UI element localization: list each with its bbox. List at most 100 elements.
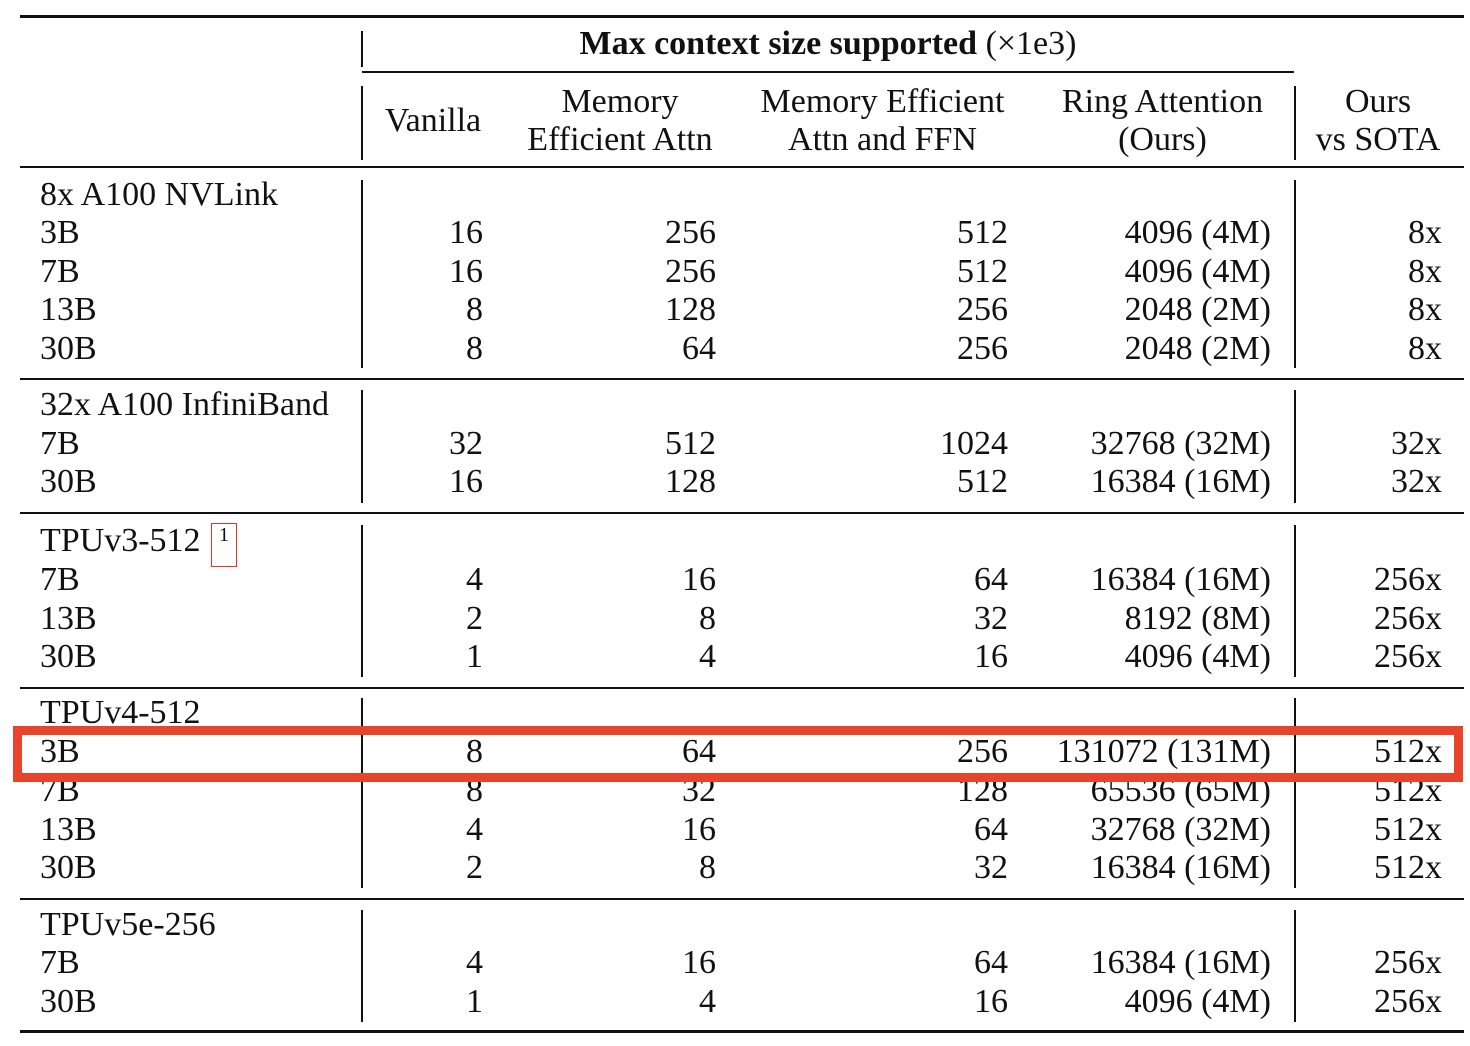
cell-vanilla: 32 [449, 425, 483, 462]
cell-mem-attn-ffn: 512 [957, 214, 1008, 251]
header-col-mem-attn-line1: Memory [561, 83, 679, 120]
cell-mem-attn-ffn: 64 [974, 811, 1008, 848]
cell-mem-attn: 256 [665, 253, 716, 290]
cell-model: 30B [40, 330, 97, 367]
cell-ring: 4096 (4M) [1124, 638, 1271, 675]
header-col-mem-attn-ffn-line2: Attn and FFN [788, 121, 977, 158]
top-rule [20, 15, 1464, 18]
group-unit-text: (×1e3) [985, 25, 1077, 62]
cell-ring: 16384 (16M) [1090, 463, 1271, 500]
header-col-mem-attn-ffn-line1: Memory Efficient [760, 83, 1005, 120]
cell-ratio: 8x [1408, 253, 1442, 290]
group-separator-rule [20, 512, 1464, 514]
cell-ratio: 512x [1374, 811, 1442, 848]
header-col-vanilla-label: Vanilla [384, 102, 482, 139]
cell-vanilla: 8 [466, 733, 483, 770]
cell-mem-attn: 128 [665, 291, 716, 328]
cell-vanilla: 16 [449, 214, 483, 251]
cell-mem-attn: 64 [682, 330, 716, 367]
cell-vanilla: 1 [466, 638, 483, 675]
cell-ring: 2048 (2M) [1124, 291, 1271, 328]
group-separator-rule [20, 687, 1464, 689]
group-name: TPUv3-512 [40, 522, 201, 559]
cell-mem-attn-ffn: 16 [974, 983, 1008, 1020]
cell-vanilla: 16 [449, 463, 483, 500]
group-name: TPUv5e-256 [40, 906, 216, 943]
cell-ratio: 32x [1391, 463, 1442, 500]
cell-mem-attn: 16 [682, 944, 716, 981]
cell-mem-attn-ffn: 256 [957, 330, 1008, 367]
header-col-mem-attn: Memory Efficient Attn [510, 83, 730, 159]
cell-ring: 2048 (2M) [1124, 330, 1271, 367]
cell-ring: 16384 (16M) [1090, 561, 1271, 598]
cell-model: 3B [40, 214, 80, 251]
cell-model: 3B [40, 733, 80, 770]
header-vline-right [1294, 86, 1296, 160]
cell-vanilla: 8 [466, 291, 483, 328]
cell-ratio: 8x [1408, 214, 1442, 251]
cell-vanilla: 16 [449, 253, 483, 290]
group-vline-right [1294, 390, 1296, 503]
group-separator-rule [20, 378, 1464, 380]
cell-model: 7B [40, 425, 80, 462]
cell-vanilla: 8 [466, 330, 483, 367]
cell-model: 30B [40, 463, 97, 500]
header-group-title: Max context size supported (×1e3) [362, 25, 1294, 63]
header-col-ratio-line2: vs SOTA [1315, 121, 1441, 158]
cell-vanilla: 1 [466, 983, 483, 1020]
header-col-mem-attn-ffn: Memory Efficient Attn and FFN [740, 83, 1025, 159]
header-bottom-rule [20, 166, 1464, 168]
header-vline-left [361, 86, 363, 160]
cell-model: 13B [40, 600, 97, 637]
cell-mem-attn-ffn: 16 [974, 638, 1008, 675]
cell-model: 13B [40, 811, 97, 848]
cell-model: 13B [40, 291, 97, 328]
group-name: TPUv4-512 [40, 694, 201, 731]
header-col-ring-line1: Ring Attention [1061, 83, 1264, 120]
cell-model: 7B [40, 561, 80, 598]
cell-vanilla: 2 [466, 600, 483, 637]
cell-ratio: 512x [1374, 733, 1442, 770]
row-highlight-box [13, 726, 1463, 782]
group-vline-left [361, 180, 363, 368]
header-col-ratio-line1: Ours [1344, 83, 1412, 120]
cell-mem-attn: 4 [699, 983, 716, 1020]
group-vline-right [1294, 525, 1296, 677]
cell-model: 30B [40, 638, 97, 675]
cell-ratio: 256x [1374, 983, 1442, 1020]
group-vline-right [1294, 698, 1296, 888]
group-vline-left [361, 910, 363, 1022]
cell-mem-attn-ffn: 256 [957, 733, 1008, 770]
cell-ratio: 8x [1408, 291, 1442, 328]
header-col-mem-attn-line2: Efficient Attn [527, 121, 713, 158]
cell-mem-attn: 16 [682, 561, 716, 598]
cell-ring: 131072 (131M) [1056, 733, 1271, 770]
cell-mem-attn-ffn: 512 [957, 463, 1008, 500]
bottom-rule [20, 1030, 1464, 1033]
cell-model: 7B [40, 944, 80, 981]
group-vline-left [361, 698, 363, 888]
header-vline-left-top [361, 31, 363, 67]
cell-vanilla: 4 [466, 944, 483, 981]
cell-mem-attn: 128 [665, 463, 716, 500]
group-vline-right [1294, 180, 1296, 368]
cell-ratio: 8x [1408, 330, 1442, 367]
footnote-marker[interactable]: 1 [211, 523, 237, 567]
cell-ring: 8192 (8M) [1124, 600, 1271, 637]
cell-mem-attn: 256 [665, 214, 716, 251]
cell-mem-attn-ffn: 32 [974, 600, 1008, 637]
cell-ring: 4096 (4M) [1124, 983, 1271, 1020]
group-name: 32x A100 InfiniBand [40, 386, 329, 423]
cell-mem-attn-ffn: 512 [957, 253, 1008, 290]
cell-mem-attn: 64 [682, 733, 716, 770]
cell-ratio: 512x [1374, 849, 1442, 886]
cell-ratio: 256x [1374, 944, 1442, 981]
cell-ratio: 256x [1374, 561, 1442, 598]
cell-mem-attn: 512 [665, 425, 716, 462]
cell-ratio: 256x [1374, 638, 1442, 675]
cell-mem-attn: 4 [699, 638, 716, 675]
cell-mem-attn-ffn: 32 [974, 849, 1008, 886]
cell-ring: 32768 (32M) [1090, 425, 1271, 462]
cell-model: 30B [40, 983, 97, 1020]
